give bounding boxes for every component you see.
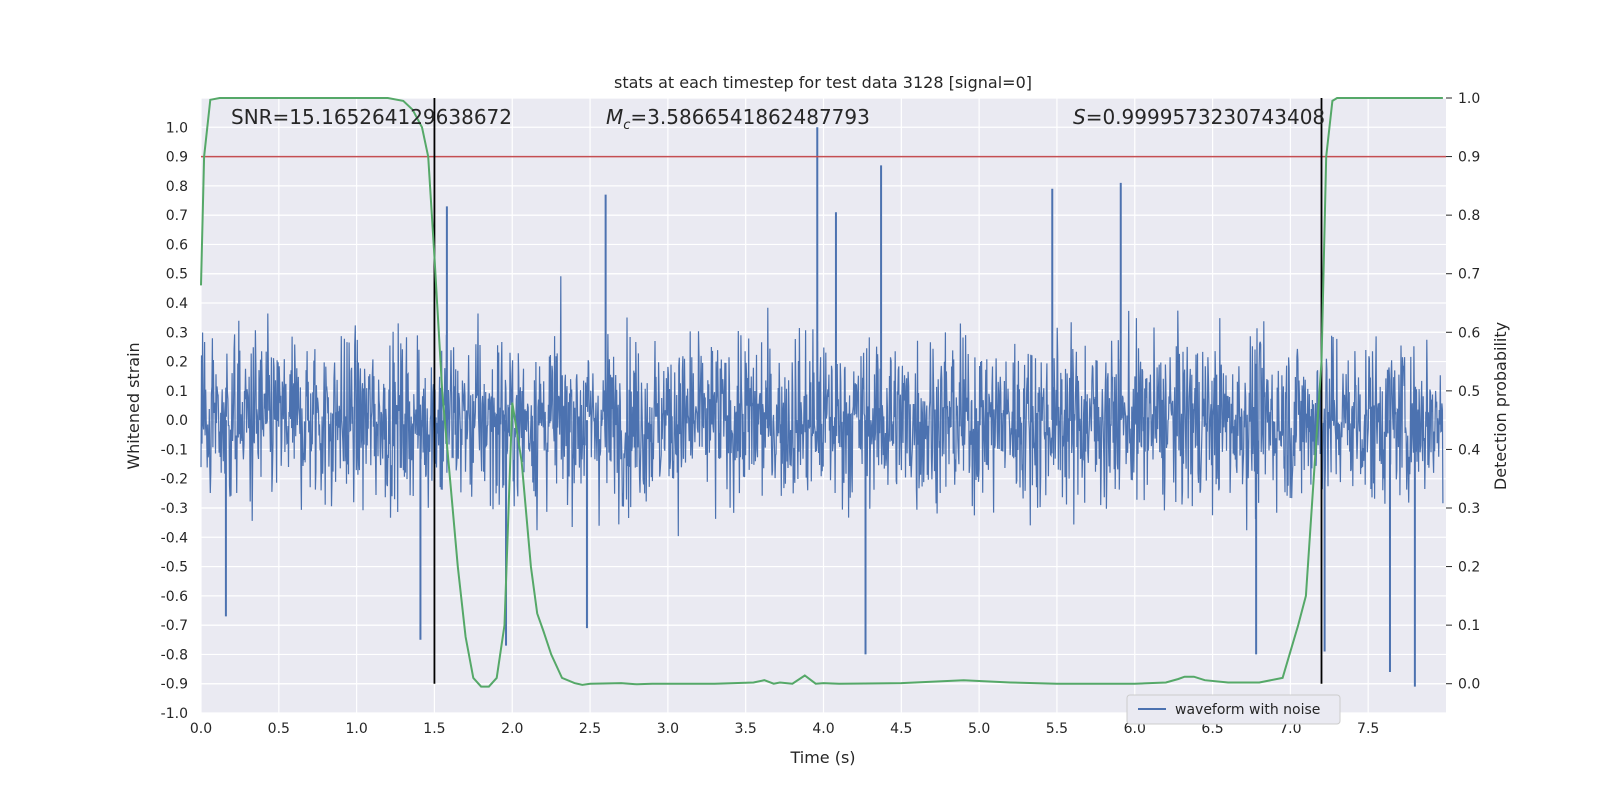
y-right-tick-label: 0.4 <box>1458 442 1480 458</box>
probability-line <box>200 97 1443 688</box>
y-left-tick-label: -0.2 <box>161 472 188 488</box>
x-tick-label: 3.5 <box>735 721 757 737</box>
legend-box <box>1126 694 1341 725</box>
y-right-tick-label: 0.9 <box>1458 150 1480 166</box>
x-tick-label: 6.0 <box>1124 721 1146 737</box>
mc-symbol: M <box>606 105 623 129</box>
y-left-tick-label: 0.4 <box>166 296 188 312</box>
x-tick-label: 3.0 <box>657 721 679 737</box>
x-tick-label: 7.5 <box>1357 721 1379 737</box>
y-left-tick-label: 1.0 <box>166 120 188 136</box>
y-right-tick-label: 0.6 <box>1458 325 1480 341</box>
y-left-tick-label: 0.6 <box>166 237 188 253</box>
x-tick-label: 0.0 <box>190 721 212 737</box>
y-left-tick-label: -0.6 <box>161 589 188 605</box>
probability-series <box>200 97 1443 688</box>
mc-value: =3.5866541862487793 <box>630 105 869 129</box>
y-right-axis-label: Detection probability <box>1491 322 1510 490</box>
x-tick-label: 1.0 <box>345 721 367 737</box>
x-axis-ticks: 0.0 0.5 1.0 1.5 2.0 2.5 3.0 3.5 4.0 4.5 5.0 5.5 6.0 6… <box>190 721 1379 737</box>
x-tick-label: 2.5 <box>579 721 601 737</box>
y-right-tick-label: 0.3 <box>1458 501 1480 517</box>
x-tick-label: 6.5 <box>1201 721 1223 737</box>
x-tick-label: 4.0 <box>812 721 834 737</box>
x-tick-label: 1.5 <box>423 721 445 737</box>
legend-label: waveform with noise <box>1175 702 1320 718</box>
y-right-axis-ticks: 0.0 0.1 0.2 0.3 0.4 0.5 0.6 0.7 0.8 0.9 1.0 <box>1446 91 1480 693</box>
mc-subscript: c <box>623 118 630 133</box>
vertical-markers <box>433 98 1323 684</box>
y-right-tick-label: 0.5 <box>1458 384 1480 400</box>
y-left-tick-label: -1.0 <box>161 706 188 722</box>
x-tick-label: 2.0 <box>501 721 523 737</box>
y-left-axis-ticks: -1.0 -0.9 -0.8 -0.7 -0.6 -0.5 -0.4 -0.3 -0.2 -0.1… <box>161 120 188 722</box>
x-tick-label: 7.0 <box>1279 721 1301 737</box>
y-right-tick-label: 0.7 <box>1458 267 1480 283</box>
y-right-tick-label: 1.0 <box>1458 91 1480 107</box>
y-right-tick-label: 0.2 <box>1458 560 1480 576</box>
s-annotation: S=0.9999573230743408 <box>1073 105 1325 129</box>
x-axis-label: Time (s) <box>789 748 855 767</box>
legend: waveform with noise <box>1126 694 1341 725</box>
y-left-tick-label: 0.5 <box>166 267 188 283</box>
y-right-tick-label: 0.0 <box>1458 677 1480 693</box>
y-left-tick-label: -0.7 <box>161 618 188 634</box>
y-left-tick-label: -0.5 <box>161 560 188 576</box>
x-tick-label: 5.5 <box>1046 721 1068 737</box>
y-left-tick-label: 0.9 <box>166 150 188 166</box>
y-left-tick-label: 0.2 <box>166 355 188 371</box>
snr-annotation: SNR=15.165264129638672 <box>231 105 512 129</box>
y-right-tick-label: 0.1 <box>1458 618 1480 634</box>
y-right-tick-label: 0.8 <box>1458 208 1480 224</box>
y-left-tick-label: -0.9 <box>161 677 188 693</box>
y-left-tick-label: -0.4 <box>161 530 188 546</box>
x-tick-label: 5.0 <box>968 721 990 737</box>
s-symbol: S <box>1073 105 1086 129</box>
y-left-tick-label: 0.0 <box>166 413 188 429</box>
x-tick-label: 4.5 <box>890 721 912 737</box>
y-left-tick-label: 0.8 <box>166 179 188 195</box>
waveform-line <box>200 276 1444 537</box>
waveform-series <box>200 276 1444 537</box>
y-left-tick-label: -0.8 <box>161 647 188 663</box>
y-left-tick-label: 0.3 <box>166 325 188 341</box>
y-left-axis-label: Whitened strain <box>124 342 143 469</box>
chart-title: stats at each timestep for test data 312… <box>614 73 1032 92</box>
mc-annotation: Mc=3.5866541862487793 <box>606 105 870 133</box>
y-left-tick-label: 0.7 <box>166 208 188 224</box>
x-tick-label: 0.5 <box>268 721 290 737</box>
s-value: =0.9999573230743408 <box>1086 105 1325 129</box>
y-left-tick-label: -0.3 <box>161 501 188 517</box>
y-left-tick-label: 0.1 <box>166 384 188 400</box>
waveform-spikes <box>224 127 1416 687</box>
y-left-tick-label: -0.1 <box>161 442 188 458</box>
